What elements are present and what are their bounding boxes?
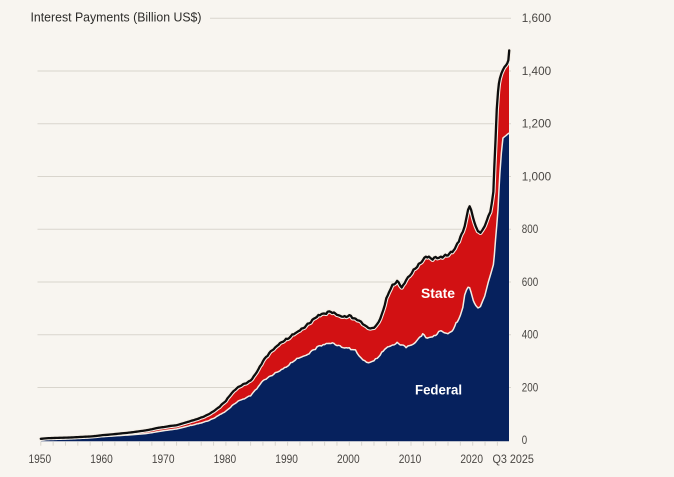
svg-text:2020: 2020 bbox=[460, 453, 483, 466]
svg-text:0: 0 bbox=[522, 434, 528, 447]
svg-text:2000: 2000 bbox=[337, 453, 360, 466]
svg-text:1,000: 1,000 bbox=[522, 170, 552, 183]
svg-text:400: 400 bbox=[522, 329, 539, 342]
svg-text:1970: 1970 bbox=[152, 453, 175, 466]
svg-text:State: State bbox=[421, 286, 456, 301]
svg-text:1,600: 1,600 bbox=[522, 12, 552, 25]
svg-text:2010: 2010 bbox=[399, 453, 422, 466]
svg-text:Federal: Federal bbox=[415, 382, 462, 397]
svg-text:Q3 2025: Q3 2025 bbox=[493, 453, 535, 466]
svg-text:Interest Payments (Billion US$: Interest Payments (Billion US$) bbox=[31, 11, 202, 25]
svg-text:600: 600 bbox=[522, 276, 539, 289]
svg-text:1,400: 1,400 bbox=[522, 65, 552, 78]
svg-text:200: 200 bbox=[522, 381, 539, 394]
svg-text:1950: 1950 bbox=[29, 453, 52, 466]
svg-text:1990: 1990 bbox=[275, 453, 298, 466]
svg-text:1,200: 1,200 bbox=[522, 118, 552, 131]
svg-text:800: 800 bbox=[522, 223, 539, 236]
svg-text:1960: 1960 bbox=[90, 453, 113, 466]
svg-text:1980: 1980 bbox=[214, 453, 237, 466]
